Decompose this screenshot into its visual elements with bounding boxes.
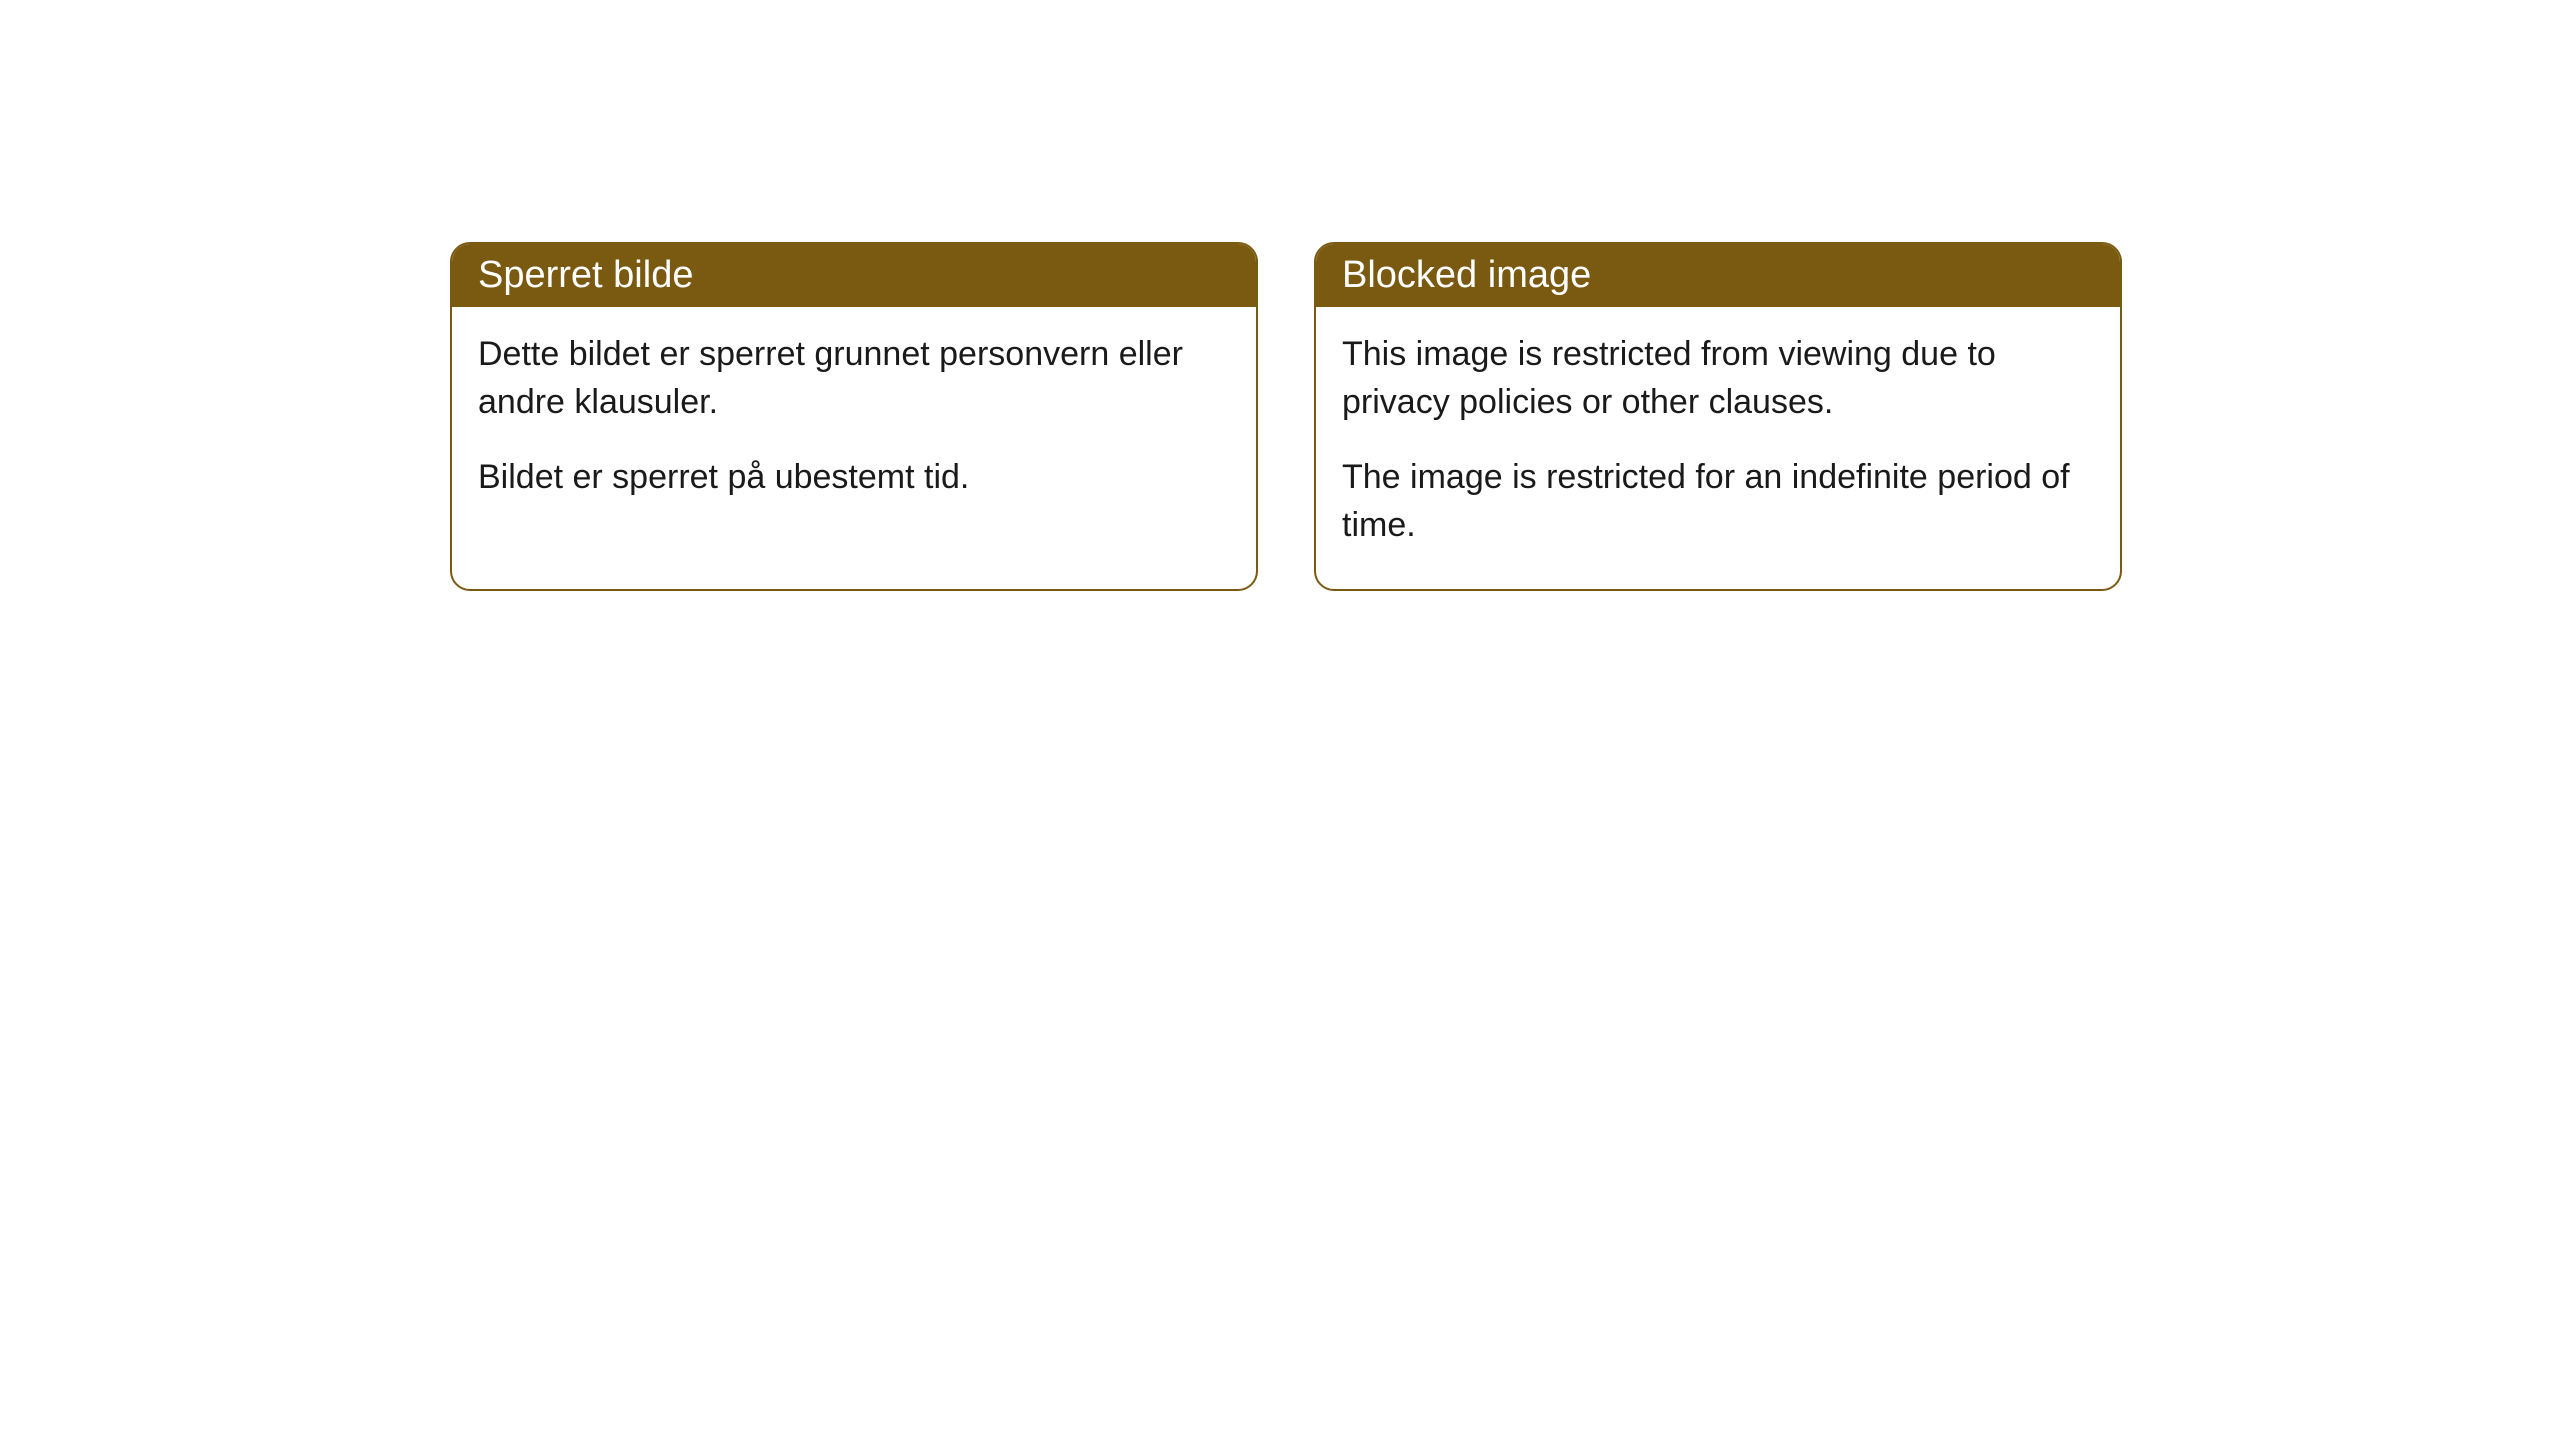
card-title: Sperret bilde	[478, 254, 693, 296]
card-header: Sperret bilde	[452, 244, 1256, 307]
card-body: Dette bildet er sperret grunnet personve…	[452, 307, 1256, 542]
card-paragraph: This image is restricted from viewing du…	[1342, 331, 2094, 426]
card-paragraph: The image is restricted for an indefinit…	[1342, 454, 2094, 549]
notice-card-norwegian: Sperret bilde Dette bildet er sperret gr…	[450, 242, 1258, 591]
card-body: This image is restricted from viewing du…	[1316, 307, 2120, 589]
notice-container: Sperret bilde Dette bildet er sperret gr…	[450, 242, 2122, 591]
card-paragraph: Dette bildet er sperret grunnet personve…	[478, 331, 1230, 426]
card-header: Blocked image	[1316, 244, 2120, 307]
card-paragraph: Bildet er sperret på ubestemt tid.	[478, 454, 1230, 502]
notice-card-english: Blocked image This image is restricted f…	[1314, 242, 2122, 591]
card-title: Blocked image	[1342, 254, 1591, 296]
